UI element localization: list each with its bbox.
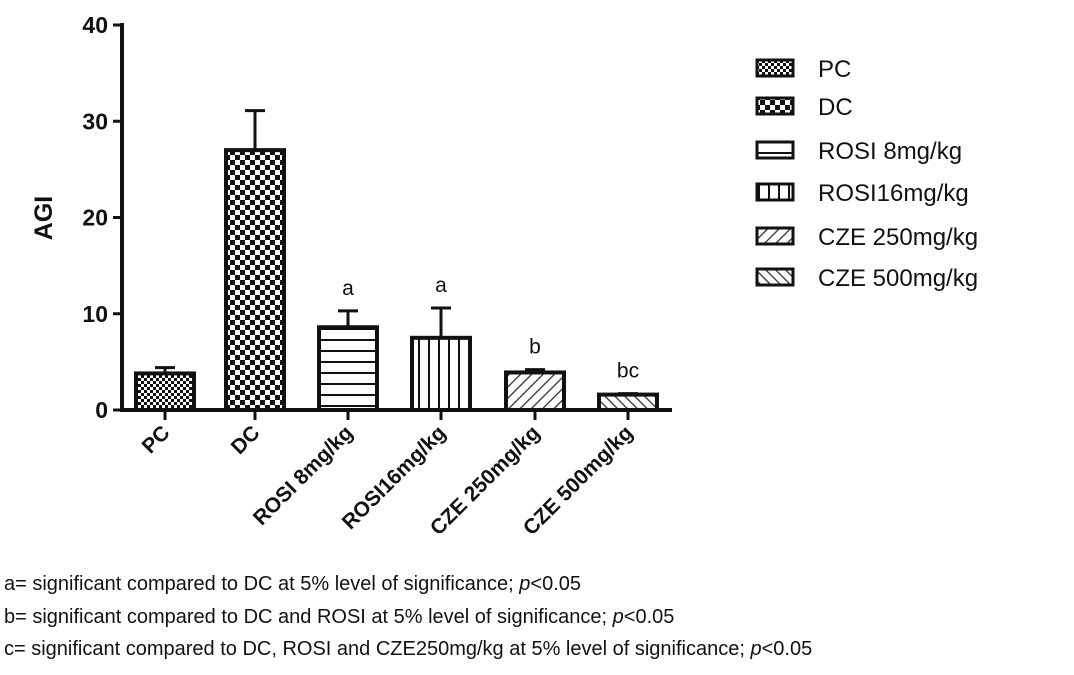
y-tick-label: 0 bbox=[95, 397, 108, 423]
significance-label: bc bbox=[617, 360, 639, 383]
footnote-tail: <0.05 bbox=[623, 606, 675, 628]
footnote-p: p bbox=[612, 606, 624, 628]
footnote-text: a= significant compared to DC at 5% leve… bbox=[4, 573, 520, 595]
bar-rosi16mg-kg bbox=[410, 335, 472, 412]
legend-swatch bbox=[755, 267, 795, 287]
footnote-tail: <0.05 bbox=[530, 573, 581, 595]
legend-swatch bbox=[755, 58, 795, 78]
bar-dc bbox=[224, 148, 286, 412]
legend-label: CZE 500mg/kg bbox=[818, 265, 978, 292]
legend-label: CZE 250mg/kg bbox=[818, 224, 978, 251]
x-tick-label: PC bbox=[138, 421, 175, 458]
footnote-b: b= significant compared to DC and ROSI a… bbox=[4, 606, 674, 629]
legend-swatch bbox=[755, 226, 795, 246]
y-axis-label: AGI bbox=[30, 196, 58, 240]
legend-swatch bbox=[755, 140, 795, 160]
y-tick-label: 20 bbox=[82, 205, 108, 231]
bar-cze-250mg-kg bbox=[504, 370, 566, 412]
x-tick-label: DC bbox=[227, 421, 265, 459]
legend-swatch bbox=[755, 182, 795, 202]
bar-pc bbox=[134, 371, 196, 412]
legend-label: ROSI 8mg/kg bbox=[818, 138, 962, 165]
significance-label: a bbox=[435, 274, 447, 297]
footnote-text: c= significant compared to DC, ROSI and … bbox=[4, 638, 751, 660]
footnote-a: a= significant compared to DC at 5% leve… bbox=[4, 573, 581, 596]
legend-label: ROSI16mg/kg bbox=[818, 180, 969, 207]
footnote-p: p bbox=[750, 638, 762, 660]
legend-swatch bbox=[755, 96, 795, 116]
footnote-tail: <0.05 bbox=[761, 638, 813, 660]
footnote-c: c= significant compared to DC, ROSI and … bbox=[4, 638, 812, 661]
bar-cze-500mg-kg bbox=[597, 392, 659, 413]
footnote-text: b= significant compared to DC and ROSI a… bbox=[4, 606, 613, 628]
y-tick-label: 10 bbox=[82, 301, 108, 327]
legend-label: PC bbox=[818, 56, 851, 83]
significance-label: b bbox=[529, 336, 541, 359]
footnote-p: p bbox=[519, 573, 531, 595]
y-tick-label: 40 bbox=[82, 12, 108, 38]
bar-rosi-8mg-kg bbox=[317, 325, 379, 413]
significance-label: a bbox=[342, 277, 354, 300]
y-tick-label: 30 bbox=[82, 108, 108, 134]
legend-label: DC bbox=[818, 94, 853, 121]
bar-chart: 0 10 20 30 40 AGI PC DC ROSI 8mg/kg ROSI16mg/kg CZ… bbox=[30, 12, 978, 540]
